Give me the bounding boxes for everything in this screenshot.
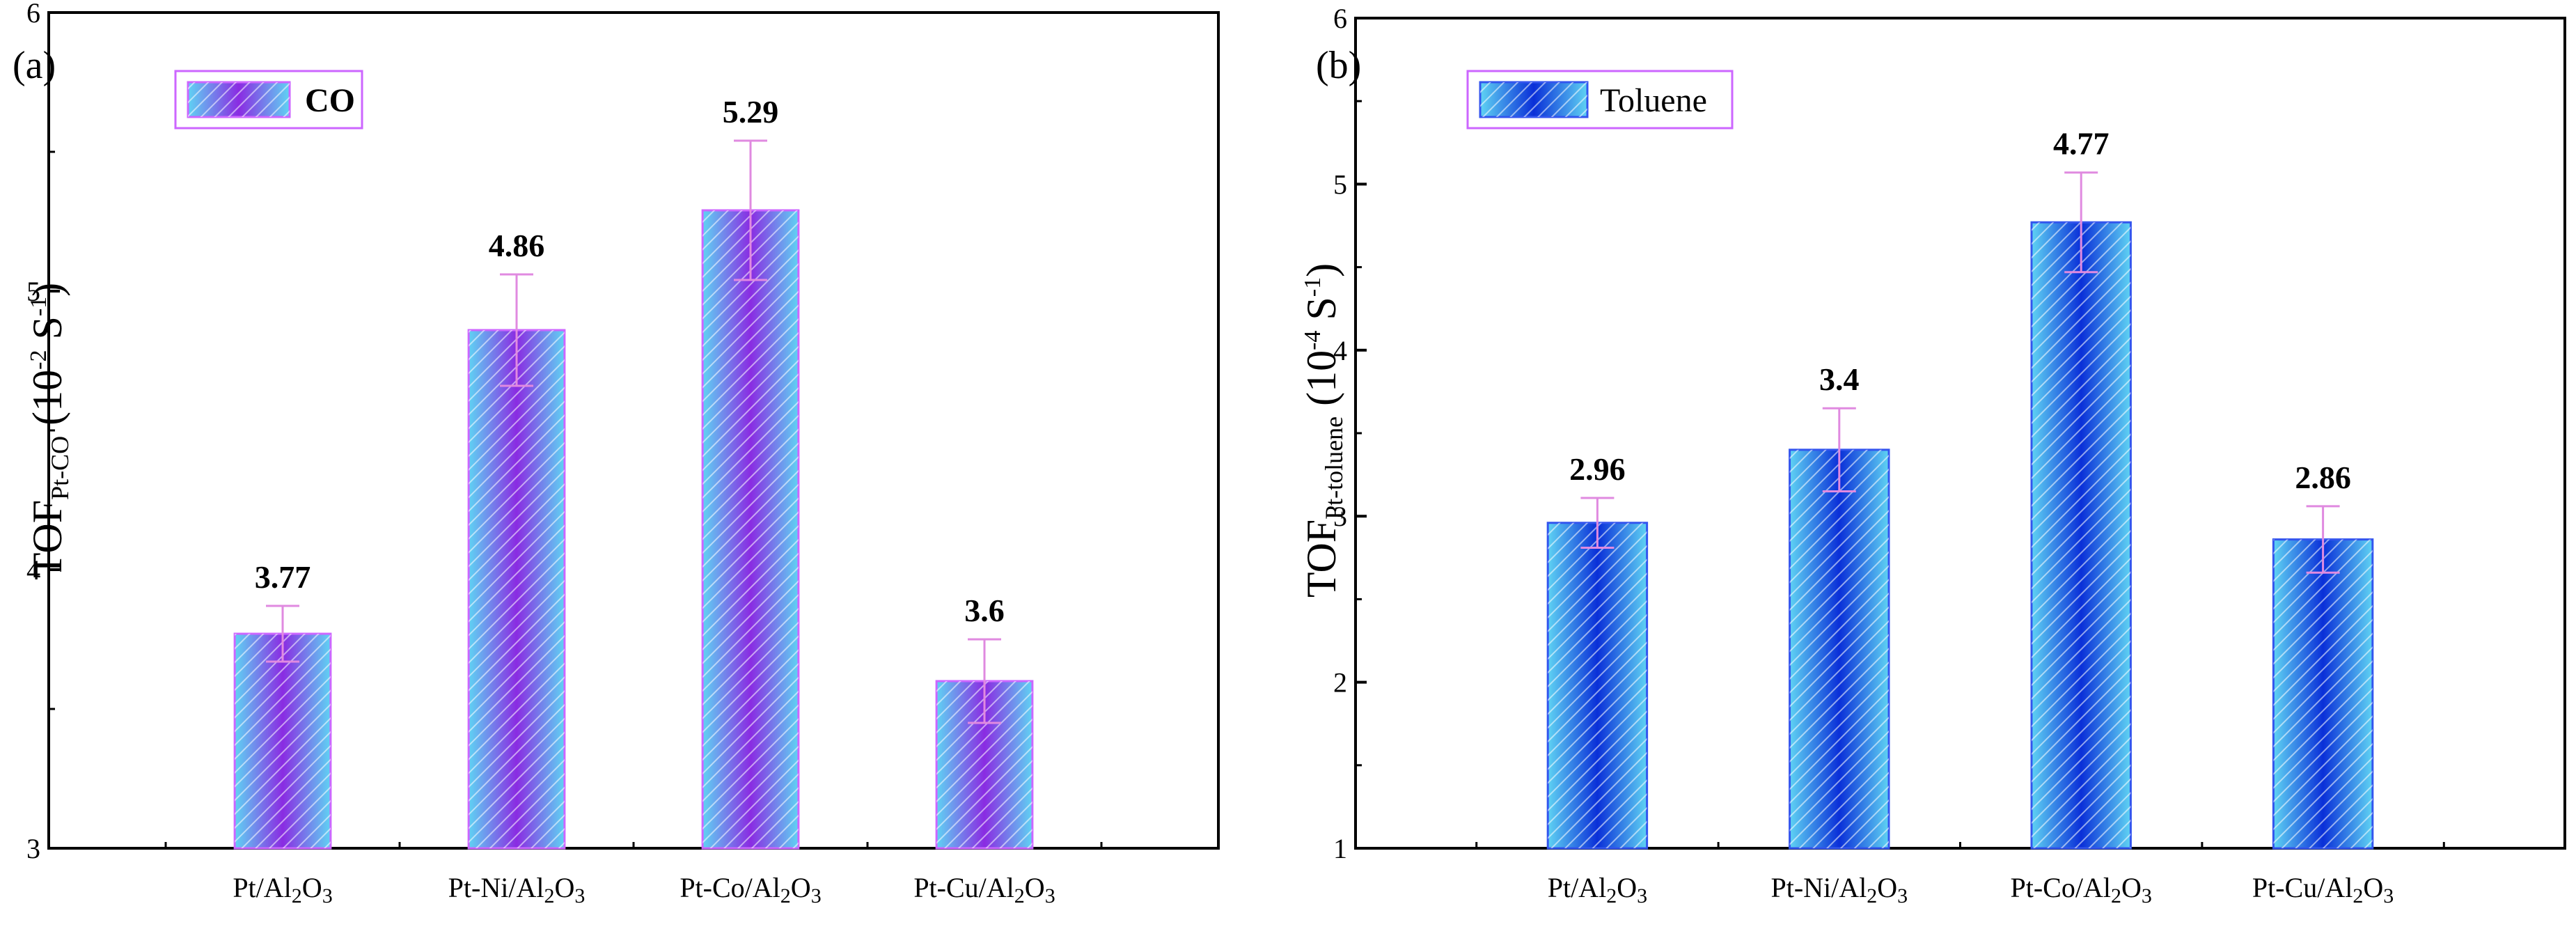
x-tick-label: Pt-Co/Al2O3 — [680, 872, 821, 907]
y-axis-title: TOFPt-toluene (10-4 S-1) — [1298, 263, 1348, 598]
x-tick-label: Pt-Ni/Al2O3 — [1770, 872, 1908, 907]
y-tick-label: 6 — [26, 0, 40, 29]
data-label: 3.6 — [964, 593, 1005, 628]
chart-panel-a: 3 4 5 6 3.77 Pt/Al2O3 4.86 Pt-Ni/Al2O3 5.29 Pt-Co… — [13, 0, 1220, 907]
bar-hatch — [2273, 539, 2373, 848]
y-axis-title-unit: S — [1298, 297, 1344, 330]
legend-swatch-hatch — [188, 82, 290, 117]
bar-hatch — [2031, 222, 2131, 848]
y-tick-label: 3 — [1333, 501, 1347, 532]
data-label: 3.77 — [255, 559, 311, 595]
x-tick-label: Pt-Cu/Al2O3 — [2252, 872, 2394, 907]
y-axis-title: TOFPt-CO (10-2 S-1) — [24, 283, 74, 578]
y-axis-title-unit: (10 — [1298, 350, 1344, 416]
y-axis-title-main: TOF — [24, 500, 70, 578]
y-tick-label: 6 — [1333, 3, 1347, 34]
bar-hatch — [1789, 449, 1890, 848]
y-axis-title-unit: (10 — [24, 370, 70, 436]
y-axis-title-unit: ) — [1298, 263, 1344, 277]
data-label: 4.86 — [489, 228, 545, 263]
x-tick-label: Pt-Ni/Al2O3 — [448, 872, 586, 907]
bar-hatch — [469, 330, 565, 848]
y-axis-title-sup: -1 — [26, 297, 52, 316]
panel-label: (b) — [1316, 44, 1361, 87]
y-tick-label: 5 — [1333, 169, 1347, 200]
y-tick-label: 4 — [1333, 335, 1347, 366]
legend-swatch-hatch — [1480, 82, 1587, 117]
data-label: 2.96 — [1569, 451, 1626, 487]
y-axis-title-unit: ) — [24, 283, 70, 297]
y-tick-label: 3 — [26, 833, 40, 864]
legend-label: CO — [305, 82, 355, 119]
x-tick-label: Pt/Al2O3 — [233, 872, 332, 907]
panel-label: (a) — [13, 44, 56, 87]
y-axis-title-sup: -1 — [1300, 277, 1326, 297]
data-label: 4.77 — [2053, 126, 2110, 162]
data-label: 3.4 — [1819, 361, 1860, 397]
y-tick-label: 4 — [26, 554, 40, 586]
data-label: 5.29 — [723, 94, 779, 130]
x-tick-label: Pt/Al2O3 — [1548, 872, 1647, 907]
legend: CO — [174, 70, 363, 130]
y-tick-label: 5 — [26, 276, 40, 307]
x-tick-label: Pt-Cu/Al2O3 — [913, 872, 1055, 907]
y-axis-title-sup: -2 — [26, 350, 52, 370]
data-label: 2.86 — [2295, 460, 2351, 495]
chart-panel-b: 1 2 3 4 5 6 2.96 Pt/Al2O3 3.4 Pt-Ni/Al2O3 4.77 Pt-C… — [1298, 3, 2566, 907]
y-axis-title-sup: -4 — [1300, 331, 1326, 350]
plot-frame — [47, 11, 1220, 850]
legend-label: Toluene — [1600, 82, 1707, 119]
bar-hatch — [235, 634, 331, 848]
x-tick-label: Pt-Co/Al2O3 — [2011, 872, 2152, 907]
y-tick-label: 1 — [1333, 833, 1347, 864]
plot-frame — [1354, 17, 2566, 850]
y-tick-label: 2 — [1333, 667, 1347, 699]
y-axis-title-sub: Pt-toluene — [1320, 416, 1348, 520]
bar-hatch — [702, 210, 799, 848]
y-axis-title-main: TOF — [1298, 520, 1344, 598]
y-axis-title-unit: S — [24, 316, 70, 350]
bar-hatch — [1548, 522, 1647, 848]
legend: Toluene — [1466, 70, 1734, 130]
y-axis-title-sub: Pt-CO — [46, 436, 74, 500]
